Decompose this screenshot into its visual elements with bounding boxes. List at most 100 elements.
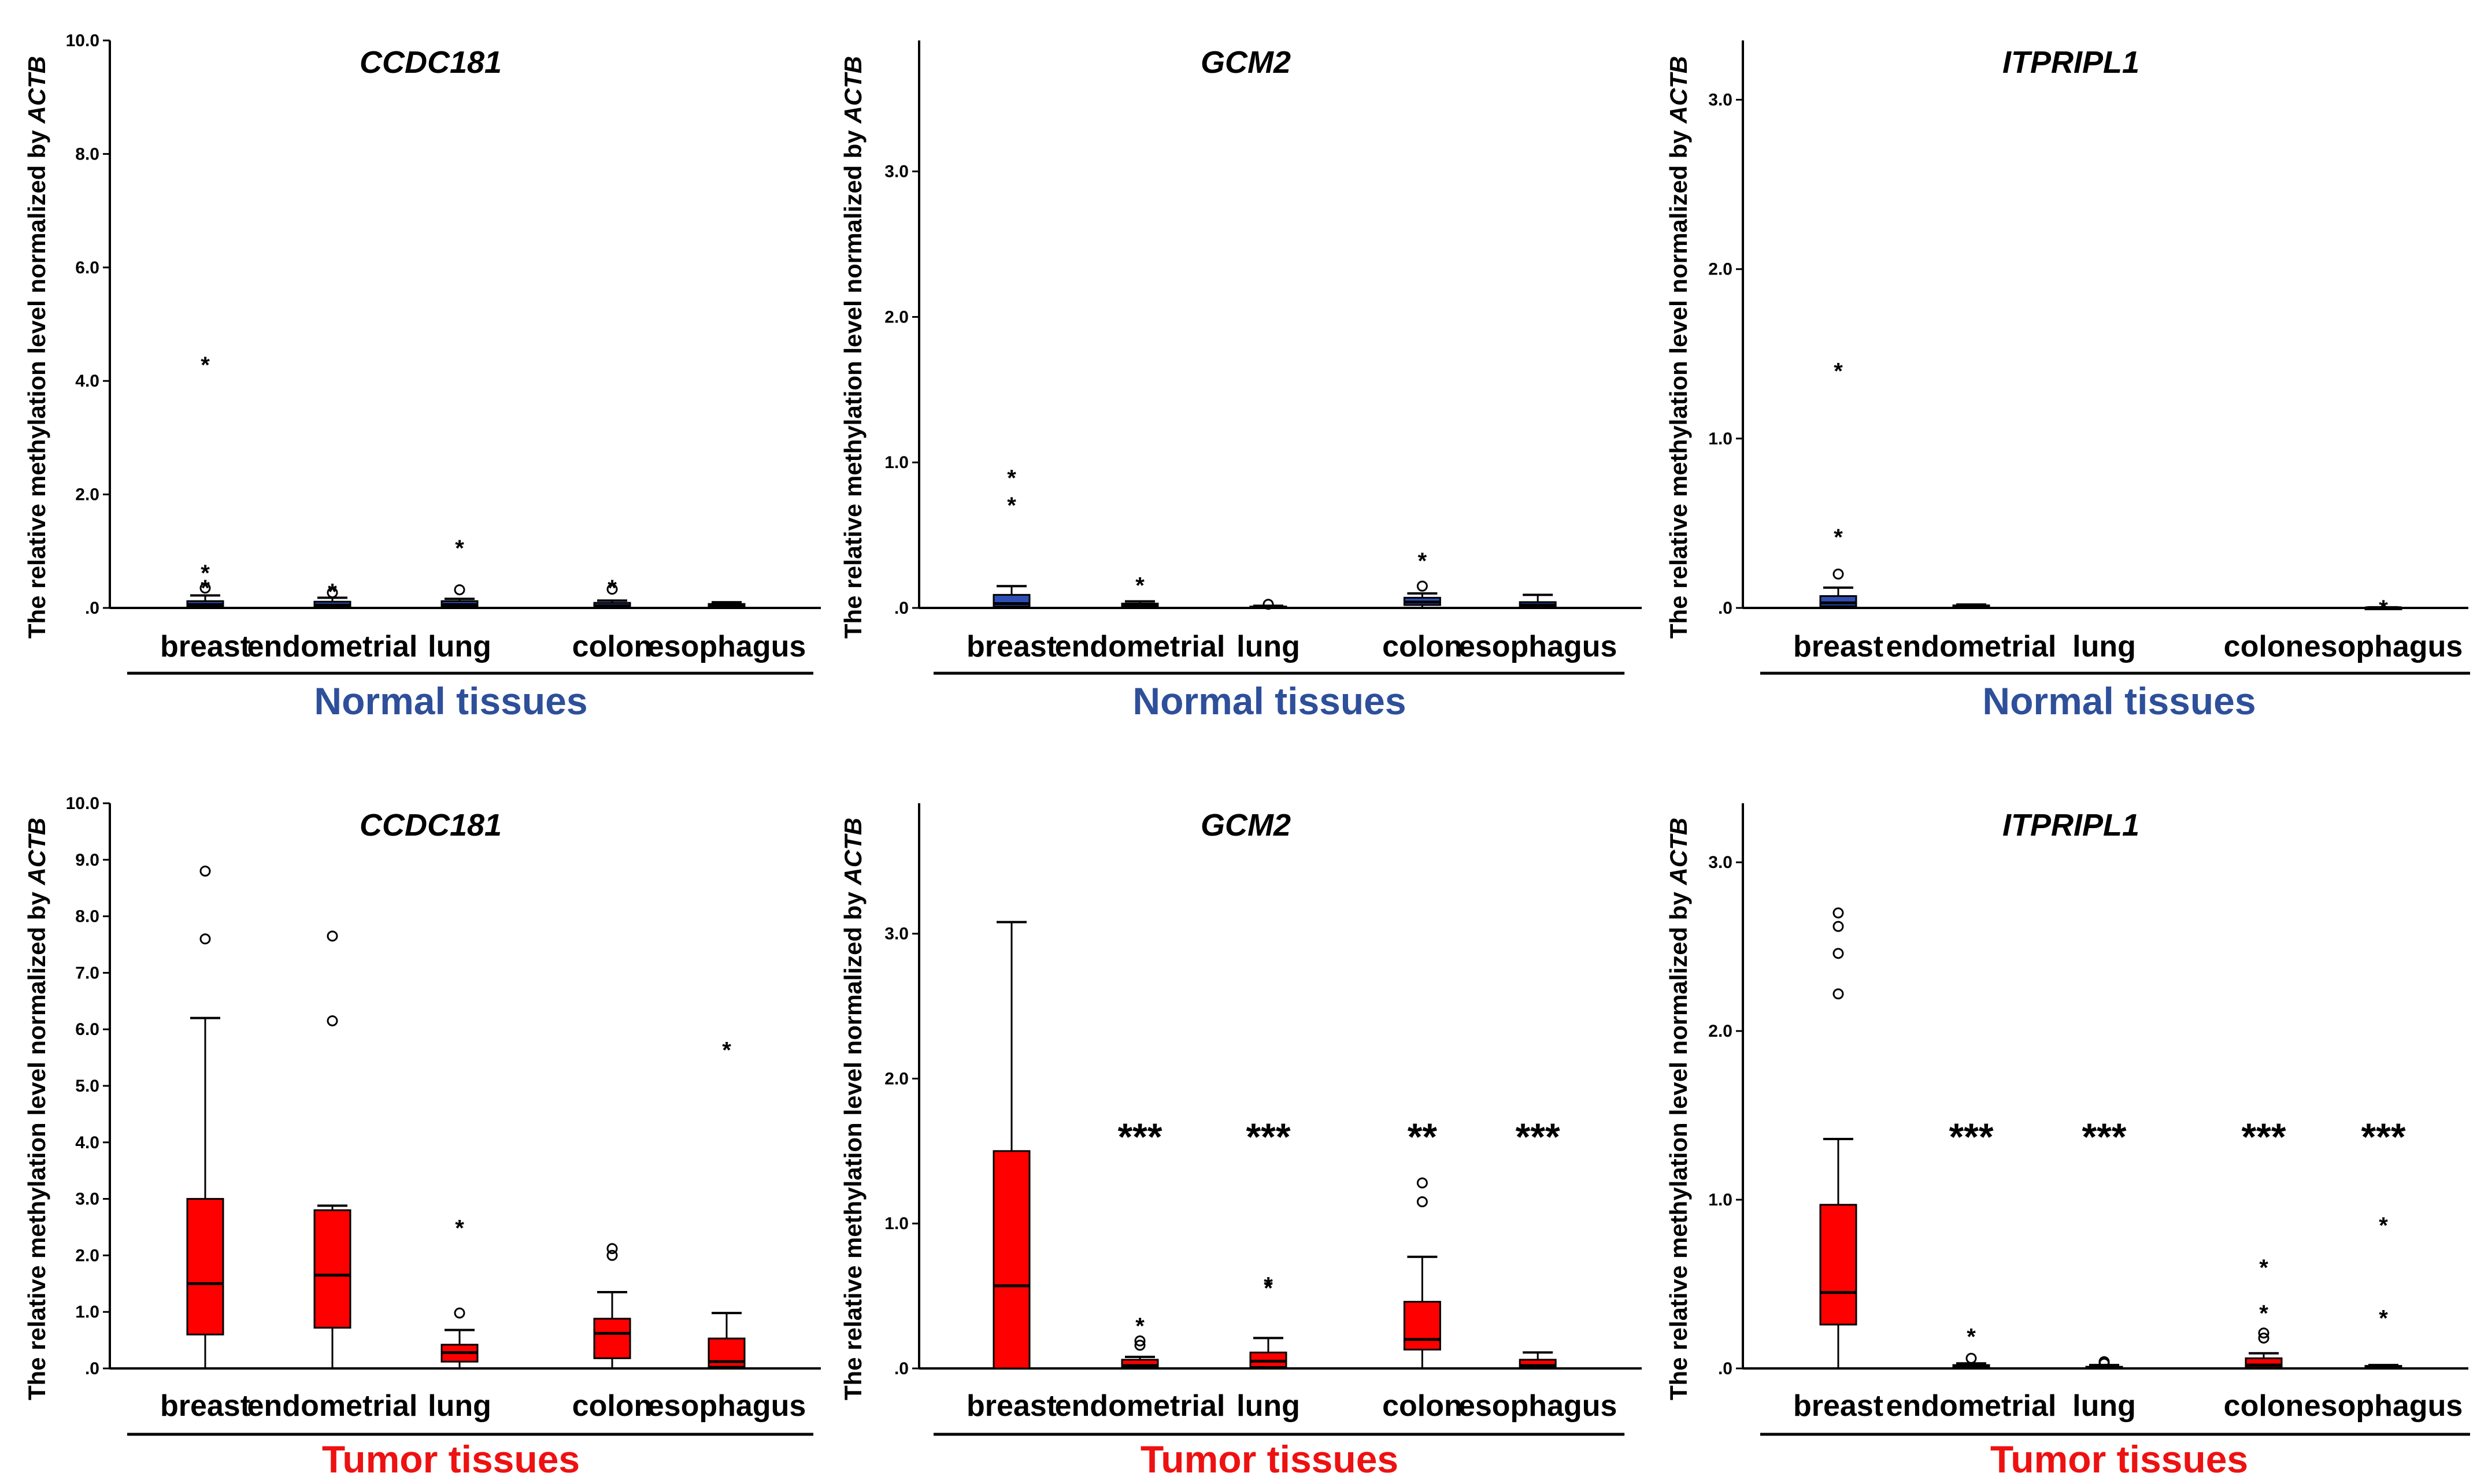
category-label-lung: lung xyxy=(2072,1389,2136,1423)
outlier-circle xyxy=(1262,599,1274,610)
outlier-star: * xyxy=(201,353,210,378)
panel-6: 3.0 2.0 1.0 .0 ITPRIPL1 The relative methylat… xyxy=(1665,803,2470,1481)
outlier-star: * xyxy=(328,580,337,605)
outlier-circle xyxy=(1832,907,1844,919)
y-axis-label: The relative methylation level normalize… xyxy=(839,56,867,639)
y-axis-label-gene: ACTB xyxy=(839,56,867,124)
outlier-circle xyxy=(606,1243,618,1255)
outlier-star: * xyxy=(1834,359,1843,384)
y-tick-label: 1.0 xyxy=(884,1214,909,1233)
outlier-star: * xyxy=(2379,1213,2388,1238)
outlier-star: * xyxy=(2379,596,2388,621)
y-axis-label: The relative methylation level normalize… xyxy=(839,818,867,1400)
panel-5: 3.0 2.0 1.0 .0 GCM2 The relative methylation … xyxy=(839,803,1642,1481)
chart-title: ITPRIPL1 xyxy=(2002,808,2139,843)
group-label: Normal tissues xyxy=(1982,680,2256,722)
category-label-esophagus: esophagus xyxy=(647,630,806,663)
category-label-esophagus: esophagus xyxy=(2304,630,2463,663)
y-tick-label: 3.0 xyxy=(884,162,909,181)
y-tick-label: 2.0 xyxy=(1708,1022,1732,1041)
outlier-circle xyxy=(327,1015,338,1027)
y-tick-label: .0 xyxy=(1718,1359,1732,1378)
y-axis-label-prefix: The relative methylation level normalize… xyxy=(23,124,50,639)
category-label-colon: colon xyxy=(1382,1389,1463,1423)
category-label-breast: breast xyxy=(1793,630,1883,663)
y-tick-label: 8.0 xyxy=(75,907,99,926)
y-tick-label: 6.0 xyxy=(75,1020,99,1039)
significance-mark: *** xyxy=(2082,1115,2126,1158)
category-label-colon: colon xyxy=(572,1389,653,1423)
y-axis-label-prefix: The relative methylation level normalize… xyxy=(1665,885,1692,1401)
y-tick-label: 10.0 xyxy=(66,794,99,813)
y-tick-label: 3.0 xyxy=(1708,91,1732,110)
outlier-star: * xyxy=(1007,493,1016,518)
box-colon xyxy=(593,1318,631,1359)
category-label-esophagus: esophagus xyxy=(647,1389,806,1423)
outlier-star: * xyxy=(608,576,617,601)
significance-mark: *** xyxy=(2361,1115,2405,1158)
category-label-esophagus: esophagus xyxy=(2304,1389,2463,1423)
y-axis-label: The relative methylation level normalize… xyxy=(1665,56,1692,639)
y-axis-label-gene: ACTB xyxy=(839,818,867,886)
category-label-esophagus: esophagus xyxy=(1458,1389,1617,1423)
outlier-star: * xyxy=(1135,1314,1145,1339)
panel-3: 3.0 2.0 1.0 .0 ITPRIPL1 The relative methylat… xyxy=(1665,40,2470,722)
y-tick-label: 3.0 xyxy=(75,1190,99,1209)
y-tick-label: 1.0 xyxy=(884,453,909,472)
group-label: Tumor tissues xyxy=(322,1438,580,1481)
y-tick-label: 1.0 xyxy=(75,1303,99,1322)
y-axis-label-gene: ACTB xyxy=(1665,56,1692,124)
box-breast xyxy=(993,1150,1031,1370)
y-tick-label: .0 xyxy=(894,1359,909,1378)
outlier-circle xyxy=(199,933,211,945)
y-tick-label: 2.0 xyxy=(75,1246,99,1265)
outlier-circle xyxy=(1832,948,1844,959)
group-label: Tumor tissues xyxy=(1141,1438,1398,1481)
category-label-breast: breast xyxy=(967,630,1057,663)
outlier-star: * xyxy=(201,576,210,601)
box-breast xyxy=(1819,1204,1857,1326)
outlier-circle xyxy=(2258,1332,2269,1344)
category-label-endometrial: endometrial xyxy=(1886,1389,2057,1423)
significance-mark: ** xyxy=(1408,1115,1438,1158)
outlier-circle xyxy=(199,865,211,877)
significance-mark: *** xyxy=(1949,1115,1993,1158)
box-colon xyxy=(1403,1301,1441,1351)
y-tick-label: .0 xyxy=(1718,599,1732,618)
outlier-star: * xyxy=(2379,1306,2388,1331)
y-tick-label: 1.0 xyxy=(1708,429,1732,448)
category-label-endometrial: endometrial xyxy=(247,1389,418,1423)
significance-mark: *** xyxy=(1117,1115,1162,1158)
y-tick-label: 9.0 xyxy=(75,851,99,870)
outlier-star: * xyxy=(1264,1276,1273,1301)
y-tick-label: .0 xyxy=(85,599,99,618)
y-tick-label: 6.0 xyxy=(75,258,99,277)
outlier-circle xyxy=(2098,1356,2110,1367)
outlier-star: * xyxy=(2259,1255,2268,1281)
category-label-endometrial: endometrial xyxy=(1055,630,1226,663)
y-tick-label: 4.0 xyxy=(75,372,99,391)
y-tick-label: 8.0 xyxy=(75,144,99,164)
outlier-circle xyxy=(1832,988,1844,1000)
category-label-endometrial: endometrial xyxy=(1886,630,2057,663)
chart-title: GCM2 xyxy=(1201,45,1291,80)
significance-mark: *** xyxy=(1246,1115,1290,1158)
outlier-star: * xyxy=(1967,1325,1976,1350)
outlier-circle xyxy=(1416,1177,1428,1189)
category-label-breast: breast xyxy=(1793,1389,1883,1423)
category-label-endometrial: endometrial xyxy=(1055,1389,1226,1423)
outlier-circle xyxy=(1134,1340,1146,1351)
y-axis-label-gene: ACTB xyxy=(23,818,50,886)
y-tick-label: .0 xyxy=(85,1359,99,1378)
y-axis-label: The relative methylation level normalize… xyxy=(23,56,50,639)
outlier-star: * xyxy=(455,1216,464,1241)
outlier-circle xyxy=(2258,1327,2269,1339)
category-label-colon: colon xyxy=(2224,630,2304,663)
chart-title: ITPRIPL1 xyxy=(2002,45,2139,80)
category-label-colon: colon xyxy=(2224,1389,2304,1423)
y-axis-label-prefix: The relative methylation level normalize… xyxy=(839,885,867,1401)
category-label-colon: colon xyxy=(1382,630,1463,663)
group-label: Tumor tissues xyxy=(1990,1438,2248,1481)
group-label: Normal tissues xyxy=(314,680,587,722)
y-tick-label: 2.0 xyxy=(75,485,99,504)
